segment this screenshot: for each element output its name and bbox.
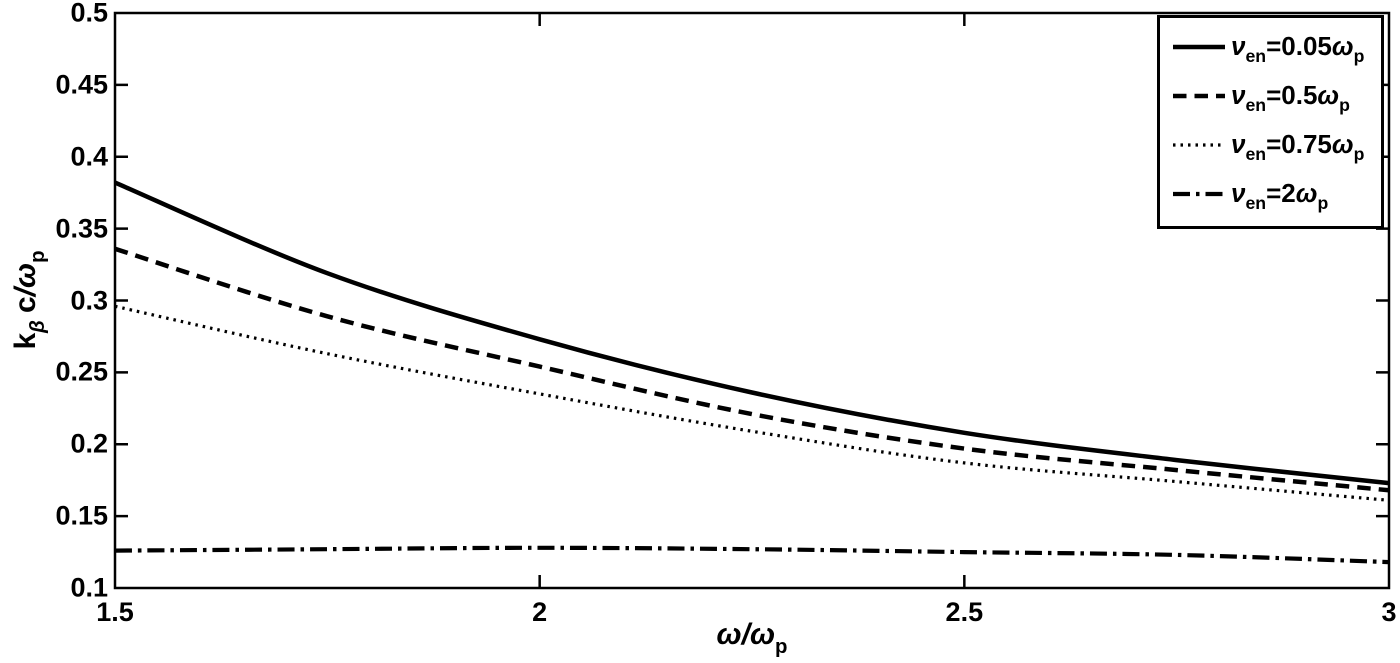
legend-line-sample-dash-dot <box>1173 191 1225 196</box>
legend-item-dash-dot: νen=2ωp <box>1172 178 1379 213</box>
legend-nu-sub: en <box>1245 144 1267 165</box>
x-tick-label: 1.5 <box>96 597 134 627</box>
legend-omega-sub: p <box>1353 144 1365 165</box>
y-tick-label: 0.2 <box>70 428 108 459</box>
y-tick-label: 0.45 <box>55 69 108 100</box>
x-axis-label: ω/ωp <box>716 618 788 658</box>
curves <box>114 180 1390 565</box>
legend-nu-sub: en <box>1245 46 1267 67</box>
y-tick-label: 0.25 <box>55 356 108 387</box>
y-axis-label-slash: / <box>9 287 42 297</box>
legend-omega: ω <box>1295 178 1318 208</box>
y-axis-label-k: k <box>9 332 42 350</box>
legend: νen=0.05ωp νen=0.5ωp νen=0.75ωp <box>1157 15 1384 229</box>
legend-label: νen=0.05ωp <box>1231 31 1364 66</box>
legend-nu: ν <box>1231 178 1246 208</box>
y-axis-label-text: kβc/ωp <box>9 250 49 350</box>
legend-omega-sub: p <box>1353 46 1365 67</box>
y-tick-label: 0.1 <box>70 572 108 603</box>
legend-item-solid: νen=0.05ωp <box>1172 31 1379 66</box>
x-tick-label: 2 <box>532 597 548 627</box>
y-tick-label: 0.4 <box>70 141 108 172</box>
legend-omega-sub: p <box>1317 193 1329 214</box>
legend-eq: =0.5 <box>1266 80 1318 110</box>
series-curve-solid <box>114 180 1390 486</box>
x-tick-label: 2.5 <box>945 597 984 627</box>
legend-omega-sub: p <box>1339 95 1350 116</box>
legend-eq: =0.05 <box>1266 31 1332 61</box>
legend-eq: =0.75 <box>1266 129 1332 159</box>
legend-omega: ω <box>1317 80 1340 110</box>
legend-nu: ν <box>1231 31 1246 61</box>
y-tick-label: 0.35 <box>55 213 108 244</box>
legend-line-sample-dotted <box>1173 142 1225 147</box>
legend-line-sample-solid <box>1173 44 1225 49</box>
legend-item-dotted: νen=0.75ωp <box>1172 129 1379 164</box>
legend-nu-sub: en <box>1245 95 1267 116</box>
legend-item-dashed: νen=0.5ωp <box>1172 80 1379 115</box>
legend-nu: ν <box>1231 129 1246 159</box>
y-tick-label: 0.3 <box>70 285 108 315</box>
series-curve-dotted <box>114 304 1390 502</box>
legend-eq: =2 <box>1266 178 1296 208</box>
legend-omega: ω <box>1331 129 1354 159</box>
legend-nu: ν <box>1231 80 1246 110</box>
y-axis-label-beta-sub: β <box>26 320 49 333</box>
y-axis-label-omega: ω <box>9 262 42 288</box>
legend-line-sample-dashed <box>1173 93 1225 98</box>
y-axis-label-c: c <box>9 296 42 314</box>
series-curve-dashed <box>114 246 1390 493</box>
y-tick-label: 0.5 <box>70 0 108 28</box>
legend-label: νen=2ωp <box>1231 178 1328 213</box>
x-axis-label-sub: p <box>774 635 788 658</box>
legend-label: νen=0.5ωp <box>1231 80 1350 115</box>
y-tick-label: 0.15 <box>55 500 108 531</box>
x-axis-label-omega: ω <box>716 618 742 651</box>
legend-label: νen=0.75ωp <box>1231 129 1364 164</box>
legend-nu-sub: en <box>1245 193 1267 214</box>
x-axis-label-omega2: ω <box>749 618 775 651</box>
x-tick-label: 3 <box>1381 597 1397 627</box>
x-axis-label-slash: / <box>741 618 750 651</box>
axes-box <box>113 11 1391 590</box>
y-axis-label-p-sub: p <box>26 250 49 263</box>
legend-omega: ω <box>1331 31 1354 61</box>
y-tick-labels: 0.1 0.15 0.2 0.25 0.3 0.35 0.4 0.45 0.5 <box>0 0 108 663</box>
